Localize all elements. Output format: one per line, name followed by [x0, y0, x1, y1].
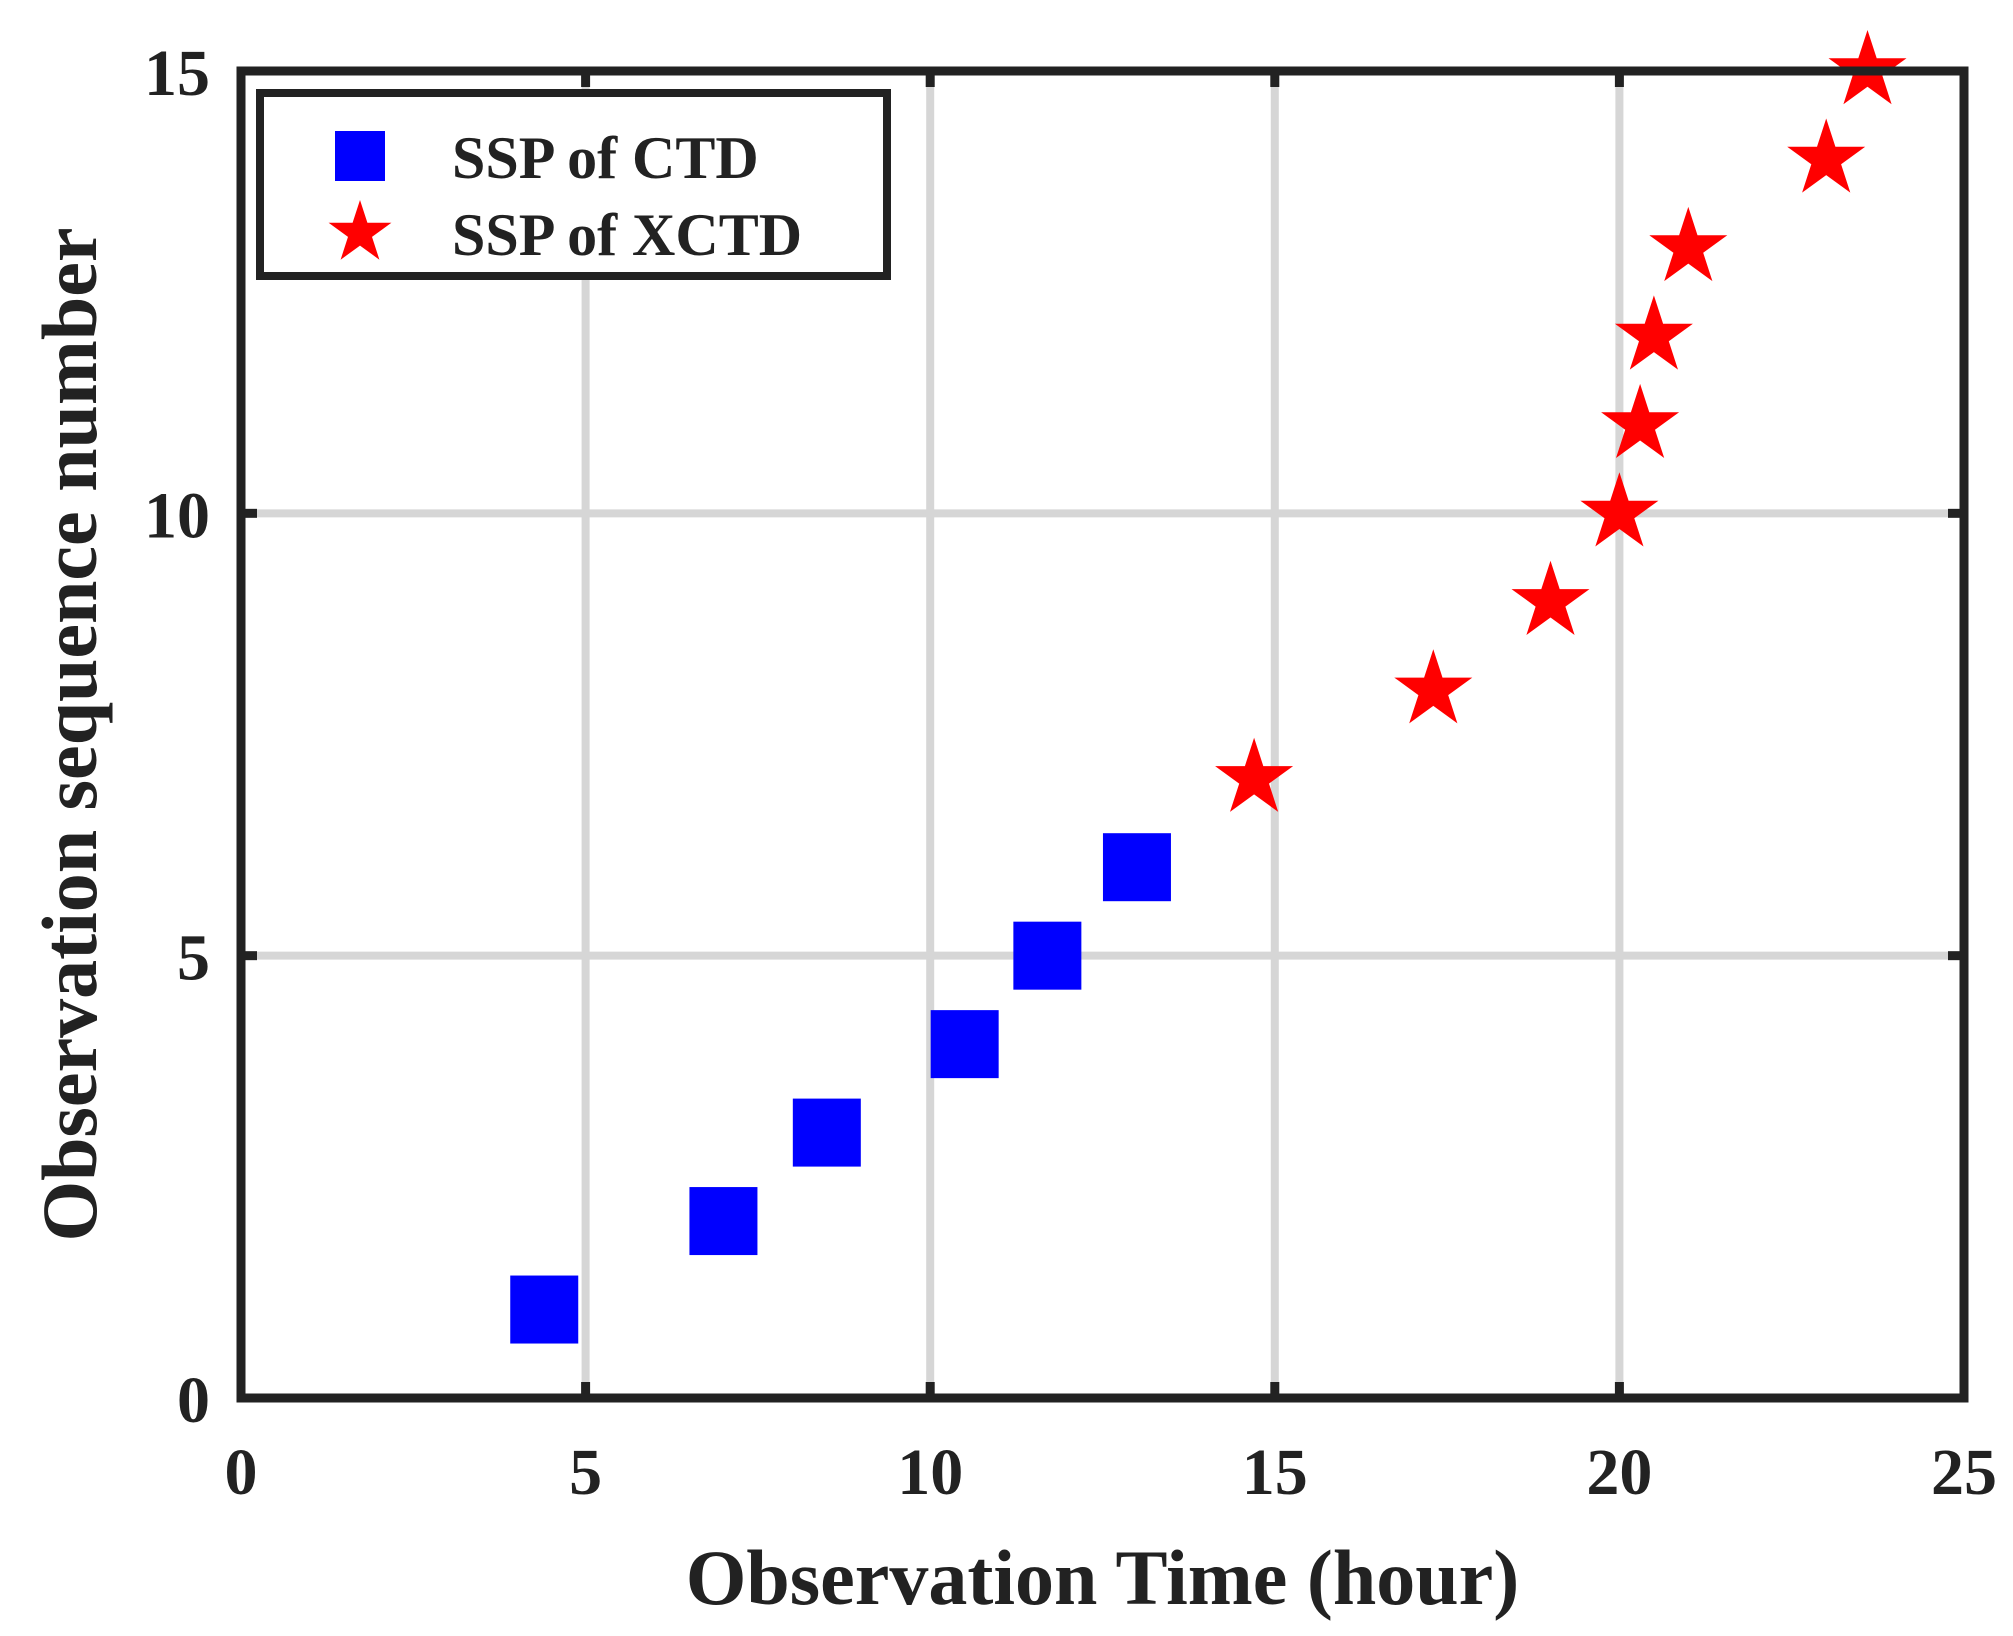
x-axis-label: Observation Time (hour)	[686, 1534, 1519, 1621]
xctd-point-1	[1215, 737, 1294, 812]
axes-frame	[236, 66, 1969, 1403]
x-tick-label: 20	[1586, 1436, 1652, 1509]
xctd-point-6	[1614, 295, 1693, 370]
x-tick-label: 10	[897, 1436, 963, 1509]
axis-ticks: 0 5 10 15 20 25 0 5 10 15	[144, 37, 1997, 1509]
ctd-point-6	[1102, 833, 1171, 902]
legend-marker-shape	[335, 131, 385, 181]
y-tick-label: 5	[177, 922, 210, 995]
legend: SSP of CTD SSP of XCTD	[256, 89, 891, 280]
xctd-point-7	[1649, 206, 1728, 282]
legend-marker-ctd	[335, 131, 385, 181]
x-tick-label: 15	[1242, 1436, 1308, 1509]
xctd-point-3	[1511, 560, 1590, 635]
data-points	[510, 30, 1907, 1344]
legend-marker-xctd	[328, 200, 392, 260]
xctd-point-8	[1787, 118, 1866, 193]
grid-lines	[241, 71, 1964, 1398]
y-tick-label: 10	[144, 479, 210, 552]
xctd-point-5	[1601, 383, 1680, 458]
ctd-point-1	[510, 1275, 579, 1344]
ctd-point-2	[689, 1187, 758, 1256]
x-tick-label: 5	[569, 1436, 602, 1509]
y-axis-label: Observation sequence number	[26, 228, 113, 1242]
xctd-point-4	[1580, 472, 1659, 547]
x-tick-label: 0	[225, 1436, 258, 1509]
legend-label-ctd: SSP of CTD	[452, 125, 759, 191]
xctd-point-2	[1394, 649, 1473, 724]
ctd-point-3	[792, 1098, 861, 1167]
ctd-point-5	[1013, 921, 1082, 990]
legend-marker-shape	[328, 200, 392, 260]
y-tick-label: 15	[144, 37, 210, 110]
ctd-point-4	[930, 1010, 999, 1079]
legend-label-xctd: SSP of XCTD	[452, 202, 802, 268]
x-tick-label: 25	[1931, 1436, 1997, 1509]
y-tick-label: 0	[177, 1364, 210, 1437]
